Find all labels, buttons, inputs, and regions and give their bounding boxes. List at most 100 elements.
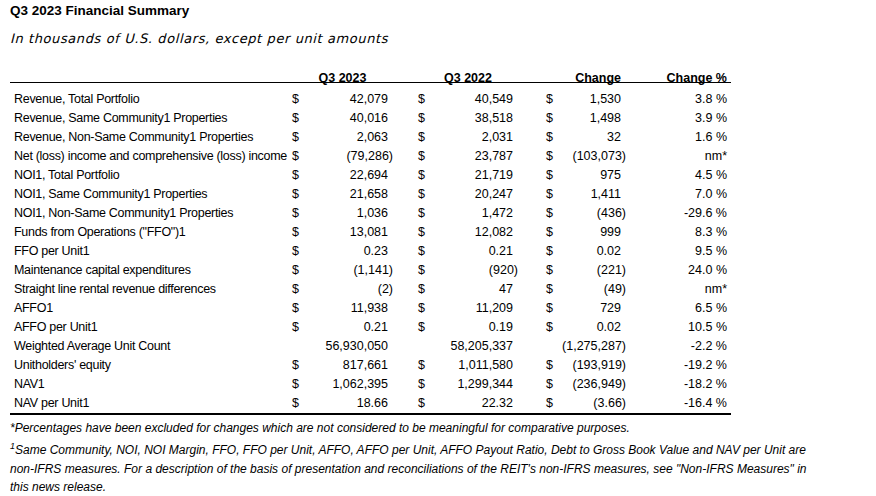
footnote-text: this news release. [10, 480, 106, 494]
row-label: Weighted Average Unit Count [10, 337, 292, 356]
value-q3-2022: 1,472 [432, 204, 518, 223]
value-change: 1,498 [560, 109, 626, 128]
currency-symbol: $ [546, 128, 560, 147]
currency-symbol: $ [418, 318, 432, 337]
table-row: Maintenance capital expenditures$(1,141)… [10, 261, 731, 280]
value-change-pct: nm* [626, 147, 731, 166]
header-q3-2023: Q3 2023 [292, 59, 393, 83]
value-change-pct: 10.5 % [626, 318, 731, 337]
table-row: Unitholders' equity$817,661$1,011,580$(1… [10, 356, 731, 375]
table-row: FFO per Unit1$0.23$0.21$0.029.5 % [10, 242, 731, 261]
currency-symbol: $ [418, 242, 432, 261]
value-change: (236,949) [560, 375, 626, 394]
table-row: Net (loss) income and comprehensive (los… [10, 147, 731, 166]
table-row: Funds from Operations ("FFO")1$13,081$12… [10, 223, 731, 242]
value-q3-2022: 21,719 [432, 166, 518, 185]
row-label: Revenue, Non-Same Community1 Properties [10, 128, 292, 147]
currency-symbol: $ [418, 185, 432, 204]
value-q3-2023: 22,694 [306, 166, 393, 185]
header-change-pct: Change % [626, 59, 731, 83]
value-change: 1,530 [560, 90, 626, 109]
value-q3-2022: 1,299,344 [432, 375, 518, 394]
value-change-pct: 3.9 % [626, 109, 731, 128]
header-q3-2022: Q3 2022 [418, 59, 518, 83]
currency-symbol: $ [546, 242, 560, 261]
footnote-text: Same Community, NOI, NOI Margin, FFO, FF… [15, 443, 806, 457]
table-row: Revenue, Same Community1 Properties$40,0… [10, 109, 731, 128]
value-change-pct: 6.5 % [626, 299, 731, 318]
value-q3-2023: 0.21 [306, 318, 393, 337]
table-row: NAV1$1,062,395$1,299,344$(236,949)-18.2 … [10, 375, 731, 394]
value-q3-2023: 1,062,395 [306, 375, 393, 394]
row-label: NAV1 [10, 375, 292, 394]
currency-symbol: $ [546, 356, 560, 375]
financial-summary-table: Q3 2023 Q3 2022 Change Change % Revenue,… [10, 59, 731, 415]
currency-symbol: $ [292, 280, 306, 299]
value-change: 975 [560, 166, 626, 185]
value-change-pct: 1.6 % [626, 128, 731, 147]
value-q3-2022: 38,518 [432, 109, 518, 128]
currency-symbol: $ [292, 223, 306, 242]
table-row: Weighted Average Unit Count56,930,05058,… [10, 337, 731, 356]
value-change-pct: 24.0 % [626, 261, 731, 280]
value-change-pct: -19.2 % [626, 356, 731, 375]
value-q3-2023: (2) [306, 280, 393, 299]
table-row: AFFO per Unit1$0.21$0.19$0.0210.5 % [10, 318, 731, 337]
currency-symbol: $ [418, 299, 432, 318]
value-change: 0.02 [560, 242, 626, 261]
currency-symbol: $ [292, 394, 306, 414]
value-q3-2022: 11,209 [432, 299, 518, 318]
value-change-pct: 3.8 % [626, 90, 731, 109]
currency-symbol: $ [292, 90, 306, 109]
currency-symbol: $ [292, 204, 306, 223]
value-q3-2022: 23,787 [432, 147, 518, 166]
currency-symbol: $ [418, 204, 432, 223]
row-label: AFFO per Unit1 [10, 318, 292, 337]
row-label: Net (loss) income and comprehensive (los… [10, 147, 292, 166]
value-q3-2023: 21,658 [306, 185, 393, 204]
currency-symbol: $ [418, 90, 432, 109]
financial-summary-page: Q3 2023 Financial Summary In thousands o… [0, 0, 876, 496]
value-q3-2022: 0.19 [432, 318, 518, 337]
currency-symbol: $ [418, 261, 432, 280]
page-subtitle: In thousands of U.S. dollars, except per… [10, 31, 876, 47]
value-q3-2023: 2,063 [306, 128, 393, 147]
row-label: NAV per Unit1 [10, 394, 292, 414]
table-row: NOI1, Total Portfolio$22,694$21,719$9754… [10, 166, 731, 185]
value-change-pct: nm* [626, 280, 731, 299]
value-q3-2023: 40,016 [306, 109, 393, 128]
footnote-1: 1Same Community, NOI, NOI Margin, FFO, F… [10, 437, 820, 496]
row-label: Straight line rental revenue differences [10, 280, 292, 299]
value-q3-2022: 12,082 [432, 223, 518, 242]
row-label: NOI1, Total Portfolio [10, 166, 292, 185]
value-q3-2023: 18.66 [306, 394, 393, 414]
currency-symbol [418, 337, 432, 356]
currency-symbol: $ [418, 223, 432, 242]
header-spacer [518, 59, 546, 83]
value-q3-2023: (79,286) [306, 147, 393, 166]
row-label: FFO per Unit1 [10, 242, 292, 261]
value-q3-2023: 56,930,050 [306, 337, 393, 356]
row-label: AFFO1 [10, 299, 292, 318]
value-change: (1,275,287) [560, 337, 626, 356]
table-row: AFFO1$11,938$11,209$7296.5 % [10, 299, 731, 318]
currency-symbol: $ [546, 280, 560, 299]
currency-symbol: $ [292, 299, 306, 318]
table-row: Straight line rental revenue differences… [10, 280, 731, 299]
footnote-text: Percentages have been excluded for chang… [15, 421, 630, 435]
value-q3-2023: 13,081 [306, 223, 393, 242]
currency-symbol: $ [418, 166, 432, 185]
currency-symbol: $ [292, 356, 306, 375]
value-q3-2022: 40,549 [432, 90, 518, 109]
currency-symbol: $ [546, 318, 560, 337]
footnote-asterisk: *Percentages have been excluded for chan… [10, 419, 820, 438]
currency-symbol: $ [292, 261, 306, 280]
value-q3-2023: (1,141) [306, 261, 393, 280]
value-change: (221) [560, 261, 626, 280]
value-change: (193,919) [560, 356, 626, 375]
value-change-pct: -18.2 % [626, 375, 731, 394]
currency-symbol: $ [292, 147, 306, 166]
value-change: (49) [560, 280, 626, 299]
currency-symbol: $ [292, 318, 306, 337]
currency-symbol: $ [546, 394, 560, 414]
